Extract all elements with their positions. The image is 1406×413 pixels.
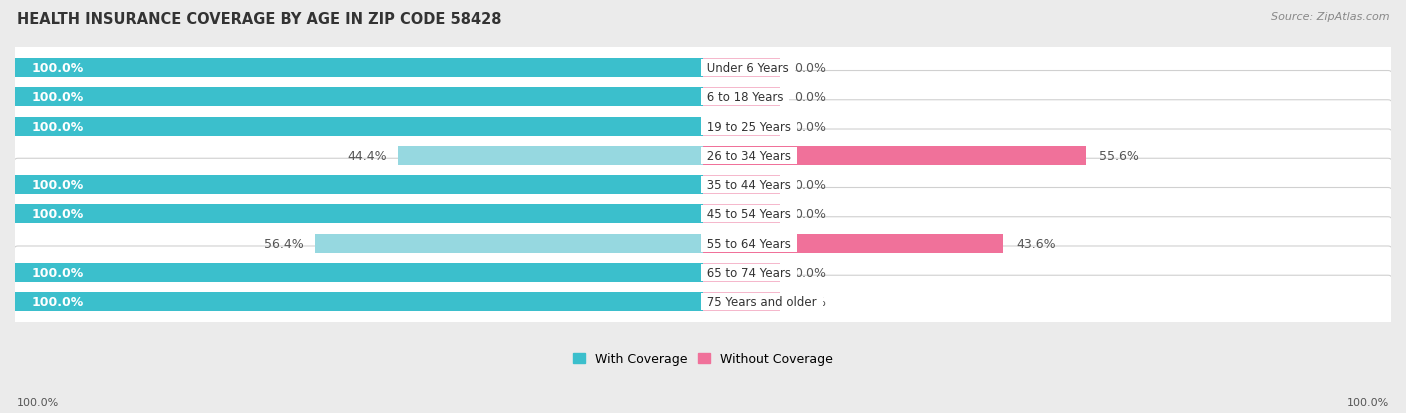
Bar	[703, 176, 780, 195]
Bar	[15, 205, 703, 224]
Text: 0.0%: 0.0%	[794, 295, 825, 309]
Bar	[703, 117, 780, 136]
Bar	[15, 117, 703, 136]
Text: 100.0%: 100.0%	[31, 295, 84, 309]
Text: 100.0%: 100.0%	[31, 120, 84, 133]
Text: 19 to 25 Years: 19 to 25 Years	[703, 120, 794, 133]
Text: 100.0%: 100.0%	[31, 179, 84, 192]
Text: 100.0%: 100.0%	[17, 397, 59, 407]
Bar	[703, 205, 780, 224]
Text: 55 to 64 Years: 55 to 64 Years	[703, 237, 794, 250]
Text: 56.4%: 56.4%	[264, 237, 304, 250]
Text: 75 Years and older: 75 Years and older	[703, 295, 820, 309]
FancyBboxPatch shape	[11, 275, 1395, 328]
Text: 100.0%: 100.0%	[31, 208, 84, 221]
Text: HEALTH INSURANCE COVERAGE BY AGE IN ZIP CODE 58428: HEALTH INSURANCE COVERAGE BY AGE IN ZIP …	[17, 12, 502, 27]
Text: 45 to 54 Years: 45 to 54 Years	[703, 208, 794, 221]
Text: 100.0%: 100.0%	[31, 91, 84, 104]
FancyBboxPatch shape	[11, 217, 1395, 270]
Text: 35 to 44 Years: 35 to 44 Years	[703, 179, 794, 192]
Bar	[703, 292, 780, 311]
Bar	[703, 147, 1085, 166]
Bar	[315, 234, 703, 253]
Text: 0.0%: 0.0%	[794, 208, 825, 221]
Bar	[703, 263, 780, 282]
FancyBboxPatch shape	[11, 100, 1395, 153]
Text: 44.4%: 44.4%	[347, 150, 387, 162]
Legend: With Coverage, Without Coverage: With Coverage, Without Coverage	[572, 352, 834, 366]
Bar	[703, 88, 780, 107]
Text: Source: ZipAtlas.com: Source: ZipAtlas.com	[1271, 12, 1389, 22]
Bar	[15, 176, 703, 195]
Text: 100.0%: 100.0%	[1347, 397, 1389, 407]
FancyBboxPatch shape	[11, 42, 1395, 95]
Bar	[398, 147, 703, 166]
Bar	[703, 59, 780, 78]
Text: 100.0%: 100.0%	[31, 266, 84, 279]
FancyBboxPatch shape	[11, 71, 1395, 124]
Text: 100.0%: 100.0%	[31, 62, 84, 75]
FancyBboxPatch shape	[11, 188, 1395, 240]
Text: 65 to 74 Years: 65 to 74 Years	[703, 266, 794, 279]
FancyBboxPatch shape	[11, 130, 1395, 182]
Bar	[15, 292, 703, 311]
Text: 0.0%: 0.0%	[794, 179, 825, 192]
Text: 0.0%: 0.0%	[794, 91, 825, 104]
Text: Under 6 Years: Under 6 Years	[703, 62, 793, 75]
FancyBboxPatch shape	[11, 247, 1395, 299]
Text: 26 to 34 Years: 26 to 34 Years	[703, 150, 794, 162]
Text: 0.0%: 0.0%	[794, 120, 825, 133]
Text: 43.6%: 43.6%	[1017, 237, 1056, 250]
Text: 0.0%: 0.0%	[794, 266, 825, 279]
Text: 55.6%: 55.6%	[1099, 150, 1139, 162]
Bar	[15, 59, 703, 78]
Bar	[15, 88, 703, 107]
Text: 0.0%: 0.0%	[794, 62, 825, 75]
FancyBboxPatch shape	[11, 159, 1395, 211]
Bar	[15, 263, 703, 282]
Bar	[703, 234, 1002, 253]
Text: 6 to 18 Years: 6 to 18 Years	[703, 91, 787, 104]
